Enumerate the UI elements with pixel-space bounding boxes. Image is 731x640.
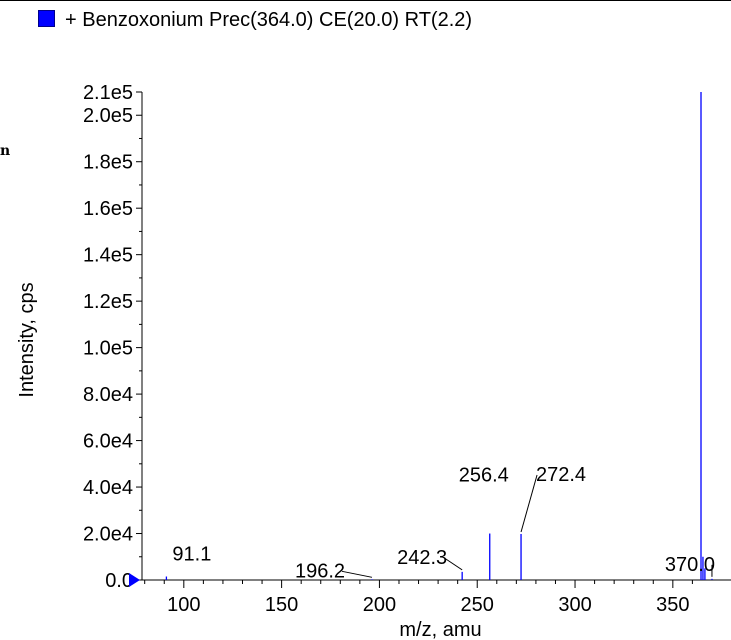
x-tick-label: 200 — [363, 594, 396, 616]
y-tick-label: 1.8e5 — [83, 152, 133, 174]
y-axis: 0.0 2.0e4 4.0e4 6.0e4 8.0e4 1.0e5 1.2e5 1.4e5 1.… — [83, 82, 143, 592]
peak-label: 272.4 — [536, 464, 586, 486]
x-tick-label: 150 — [265, 594, 298, 616]
y-tick-label: 4.0e4 — [83, 477, 133, 499]
x-tick-label: 350 — [656, 594, 689, 616]
clipped-side-text: n — [0, 143, 11, 159]
peak-label: 91.1 — [172, 544, 211, 566]
peak-leader-line — [520, 474, 538, 533]
peak-leader-line — [341, 570, 373, 578]
y-tick-label: 1.6e5 — [83, 198, 133, 220]
x-tick-label: 250 — [461, 594, 494, 616]
y-tick-label: 6.0e4 — [83, 431, 133, 453]
y-tick-label: 2.0e4 — [83, 524, 133, 546]
y-tick-label: 1.0e5 — [83, 338, 133, 360]
axis-marker-icon[interactable] — [129, 573, 140, 587]
spectrum-peaks — [165, 92, 713, 580]
top-border-line — [0, 0, 731, 1]
peak-leader-line — [443, 557, 463, 571]
x-axis: 100 150 200 250 300 350 — [131, 579, 731, 616]
y-tick-label: 8.0e4 — [83, 384, 133, 406]
y-tick-label: 1.4e5 — [83, 245, 133, 267]
x-tick-label: 100 — [167, 594, 200, 616]
legend-label: + Benzoxonium Prec(364.0) CE(20.0) RT(2.… — [65, 8, 473, 31]
peak-label: 256.4 — [459, 465, 509, 487]
y-tick-label: 0.0 — [105, 570, 133, 592]
y-tick-label: 1.2e5 — [83, 291, 133, 313]
peak-label: 196.2 — [295, 560, 345, 582]
x-axis-title: m/z, amu — [399, 619, 481, 640]
legend: + Benzoxonium Prec(364.0) CE(20.0) RT(2.… — [38, 7, 472, 33]
y-axis-title: Intensity, cps — [16, 282, 38, 397]
x-tick-label: 300 — [558, 594, 591, 616]
y-tick-label: 2.0e5 — [83, 105, 133, 127]
y-tick-label: 2.1e5 — [83, 82, 133, 104]
legend-swatch — [38, 9, 55, 27]
peak-label: 370.0 — [665, 554, 715, 576]
peak-label: 242.3 — [397, 547, 447, 569]
